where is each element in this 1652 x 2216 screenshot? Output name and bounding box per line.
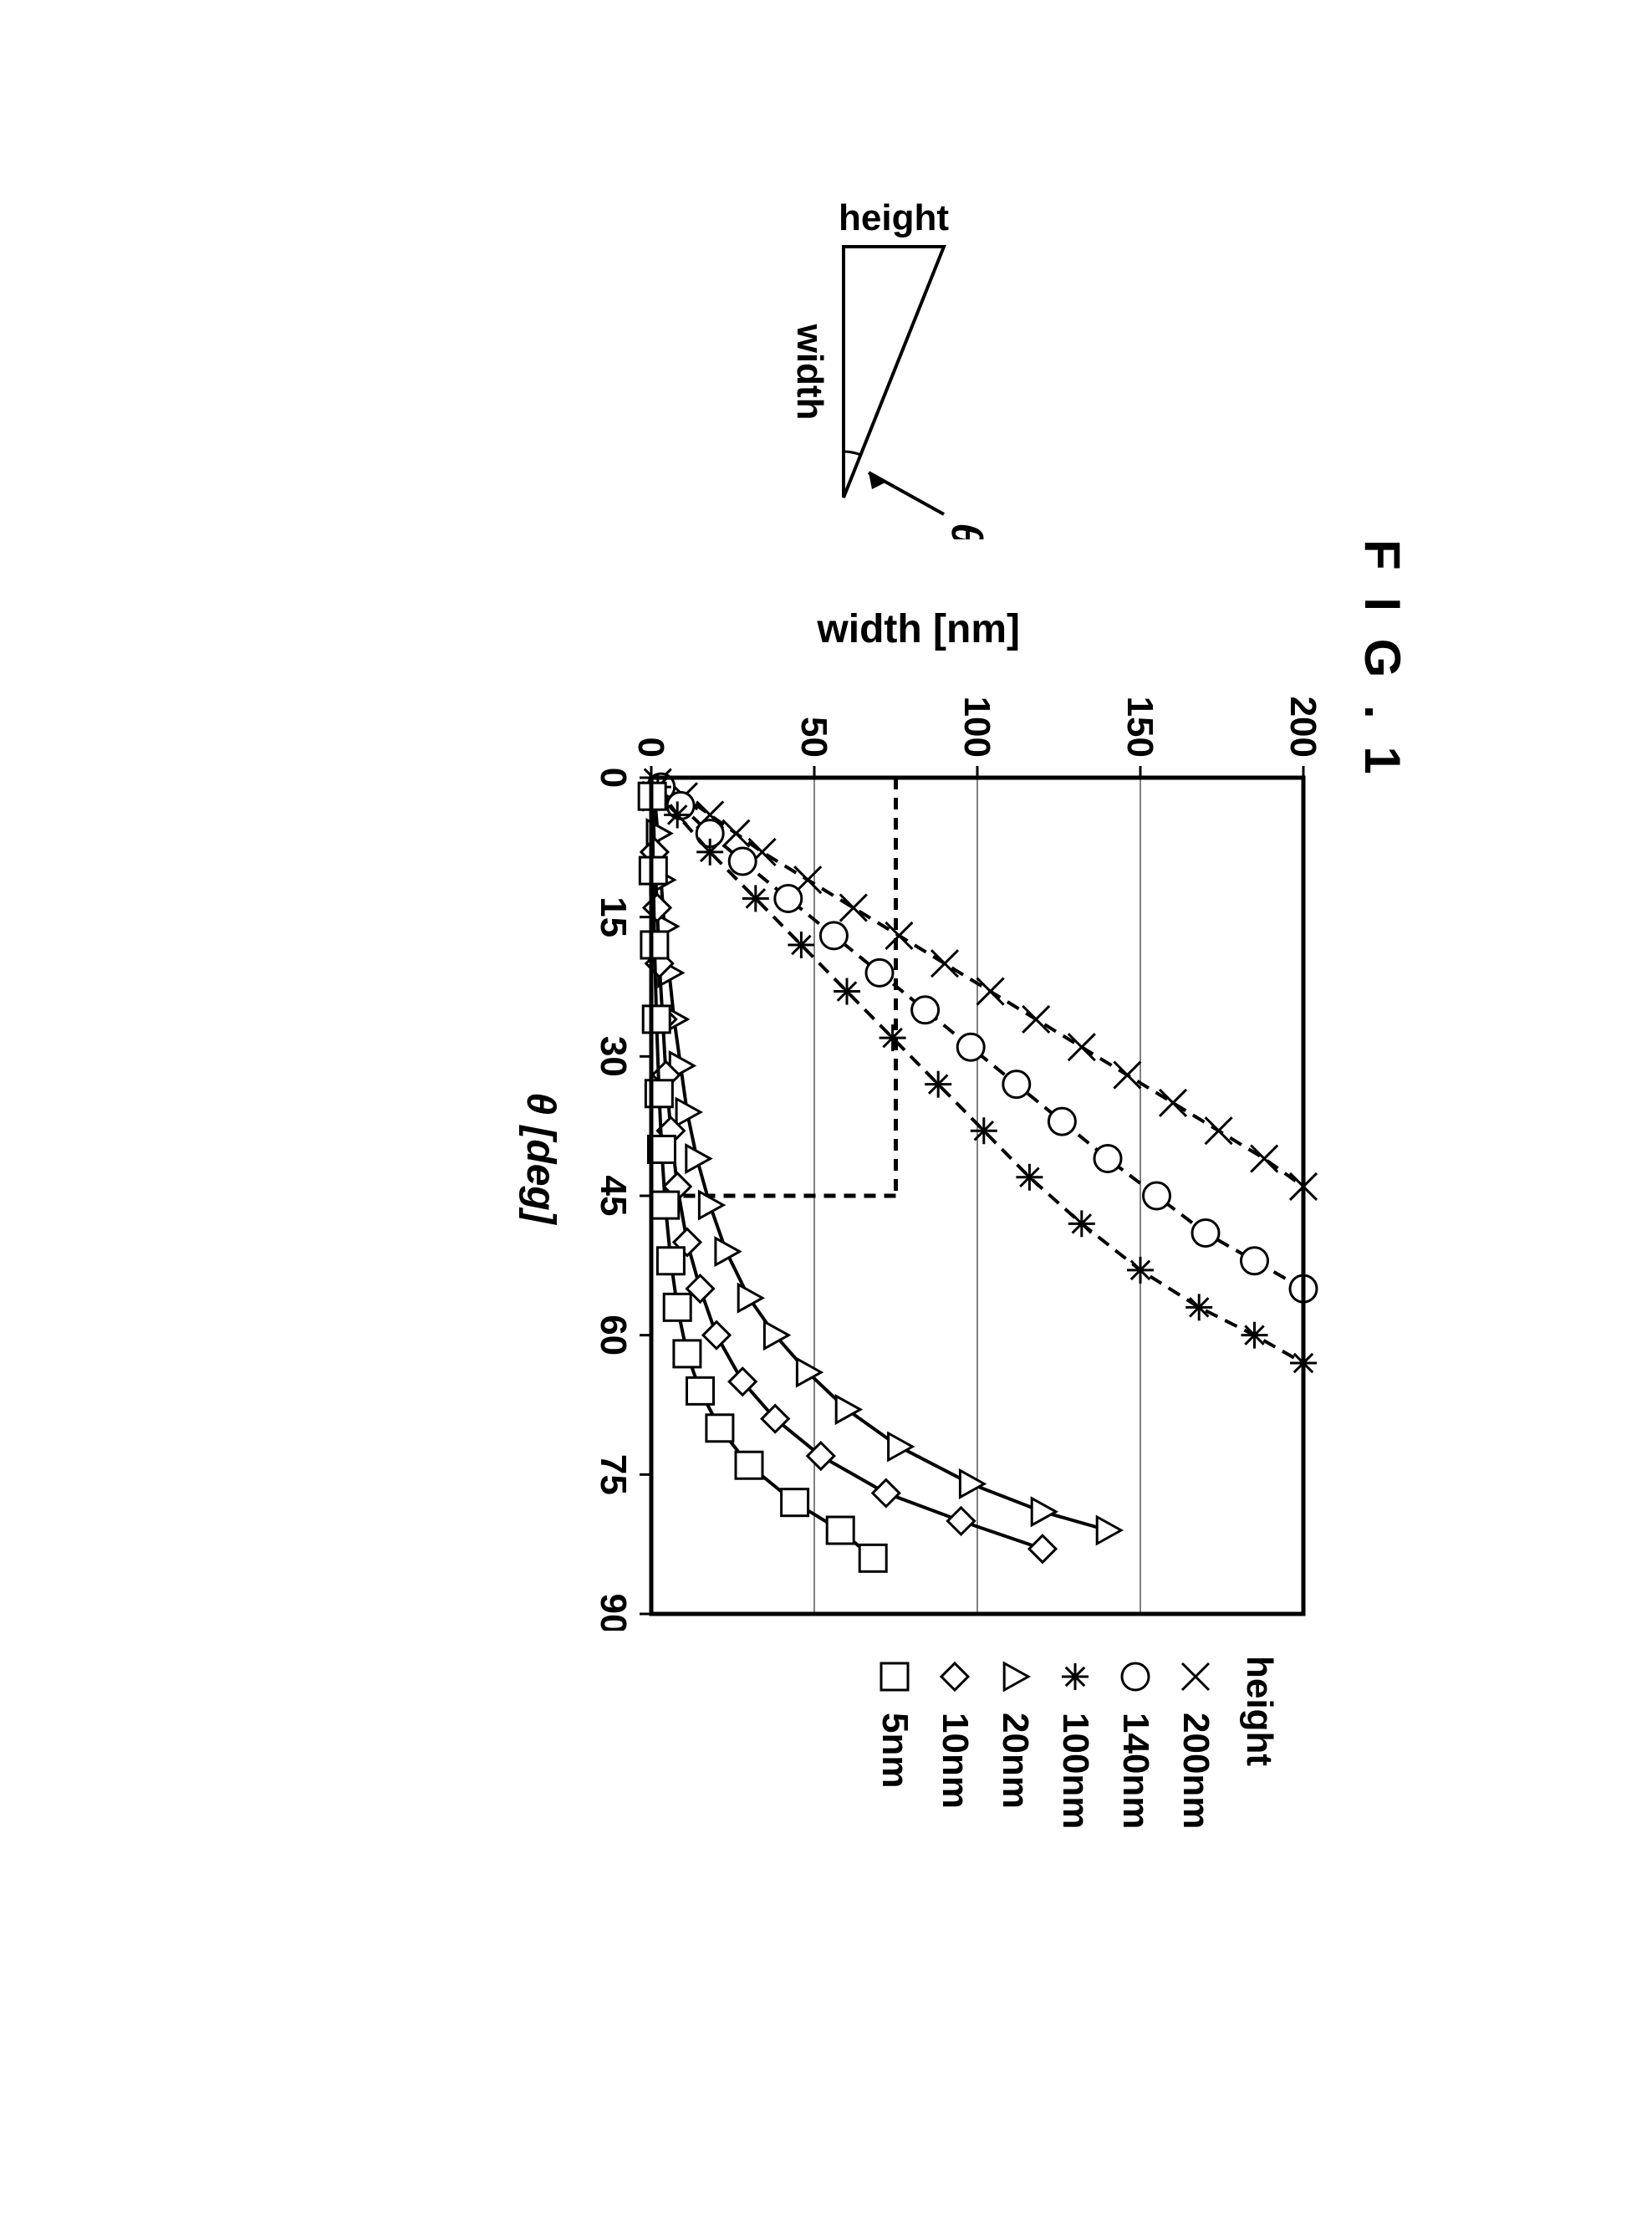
svg-text:60: 60 bbox=[593, 1315, 634, 1356]
chart-container: width [nm] 0 15 30 45 60 75 90 0 50 100 150 200 θ [… bbox=[518, 606, 1320, 1829]
legend-item: 100nm bbox=[1048, 1656, 1103, 1829]
plot-area: 0 15 30 45 60 75 90 0 50 100 150 200 bbox=[572, 686, 1320, 1631]
legend-label: 20nm bbox=[987, 1713, 1043, 1809]
svg-text:θ: θ bbox=[942, 523, 991, 539]
inset-diagram: θ height width bbox=[743, 188, 1094, 539]
svg-text:150: 150 bbox=[1119, 697, 1160, 758]
legend-title: height bbox=[1231, 1656, 1287, 1829]
legend: height 200nm140nm100nm20nm10nm5nm bbox=[862, 1656, 1287, 1829]
figure-1: F I G . 1 θ height width width [nm] 0 15 30 4… bbox=[241, 188, 1411, 2028]
star-marker-icon bbox=[1054, 1656, 1096, 1698]
figure-title: F I G . 1 bbox=[1354, 539, 1411, 2028]
svg-text:50: 50 bbox=[793, 717, 834, 758]
legend-item: 200nm bbox=[1168, 1656, 1223, 1829]
triangle-marker-icon bbox=[994, 1656, 1036, 1698]
svg-text:45: 45 bbox=[593, 1176, 634, 1217]
svg-text:75: 75 bbox=[593, 1454, 634, 1495]
svg-text:height: height bbox=[839, 197, 949, 238]
legend-label: 5nm bbox=[867, 1713, 922, 1788]
svg-text:0: 0 bbox=[593, 768, 634, 788]
svg-text:15: 15 bbox=[593, 896, 634, 937]
y-axis-label: width [nm] bbox=[818, 606, 1021, 652]
diamond-marker-icon bbox=[934, 1656, 976, 1698]
legend-label: 10nm bbox=[927, 1713, 982, 1809]
legend-item: 20nm bbox=[987, 1656, 1043, 1829]
x-axis-label: θ [deg] bbox=[518, 1092, 563, 1223]
legend-item: 5nm bbox=[867, 1656, 922, 1829]
legend-label: 200nm bbox=[1168, 1713, 1223, 1829]
legend-item: 140nm bbox=[1108, 1656, 1163, 1829]
legend-label: 100nm bbox=[1048, 1713, 1103, 1829]
svg-text:100: 100 bbox=[956, 697, 997, 758]
circle-marker-icon bbox=[1114, 1656, 1156, 1698]
svg-text:90: 90 bbox=[593, 1594, 634, 1631]
x-marker-icon bbox=[1175, 1656, 1216, 1698]
svg-text:30: 30 bbox=[593, 1036, 634, 1077]
svg-text:width: width bbox=[789, 324, 830, 421]
legend-label: 140nm bbox=[1108, 1713, 1163, 1829]
svg-text:0: 0 bbox=[630, 738, 671, 758]
legend-item: 10nm bbox=[927, 1656, 982, 1829]
svg-text:200: 200 bbox=[1282, 697, 1320, 758]
square-marker-icon bbox=[874, 1656, 915, 1698]
